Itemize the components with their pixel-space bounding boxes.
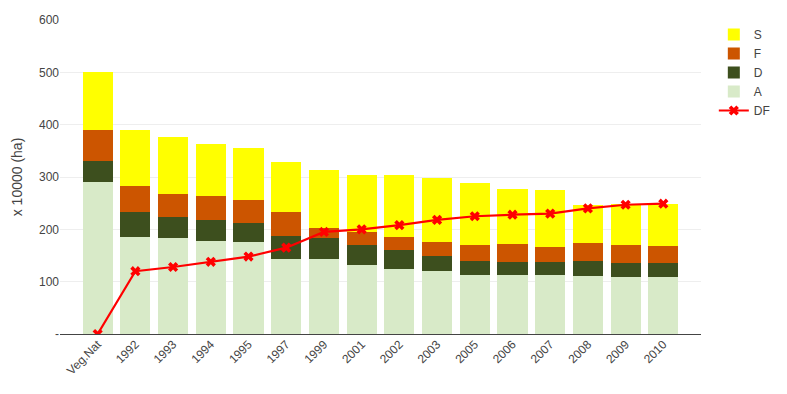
svg-text:2010: 2010 xyxy=(641,337,670,366)
svg-text:2002: 2002 xyxy=(377,337,406,366)
svg-text:2007: 2007 xyxy=(528,337,557,366)
svg-text:DF: DF xyxy=(754,104,770,118)
svg-text:F: F xyxy=(754,47,761,61)
svg-text:1997: 1997 xyxy=(264,337,293,366)
svg-text:1994: 1994 xyxy=(188,337,217,366)
svg-text:100: 100 xyxy=(39,275,59,289)
svg-text:400: 400 xyxy=(39,118,59,132)
svg-text:x 10000 (ha): x 10000 (ha) xyxy=(9,138,25,217)
svg-text:-: - xyxy=(55,327,59,341)
svg-text:1993: 1993 xyxy=(151,337,180,366)
svg-text:1992: 1992 xyxy=(113,337,142,366)
svg-text:2005: 2005 xyxy=(452,337,481,366)
svg-text:2001: 2001 xyxy=(339,337,368,366)
svg-text:200: 200 xyxy=(39,223,59,237)
svg-text:Veg.Nat: Veg.Nat xyxy=(64,337,105,378)
svg-text:2003: 2003 xyxy=(415,337,444,366)
svg-text:2006: 2006 xyxy=(490,337,519,366)
svg-text:2008: 2008 xyxy=(565,337,594,366)
svg-text:S: S xyxy=(754,28,762,42)
svg-text:D: D xyxy=(754,66,763,80)
svg-text:300: 300 xyxy=(39,170,59,184)
svg-text:500: 500 xyxy=(39,66,59,80)
svg-text:A: A xyxy=(754,85,762,99)
svg-text:1995: 1995 xyxy=(226,337,255,366)
svg-text:600: 600 xyxy=(39,13,59,27)
svg-text:1999: 1999 xyxy=(302,337,331,366)
svg-text:2009: 2009 xyxy=(603,337,632,366)
